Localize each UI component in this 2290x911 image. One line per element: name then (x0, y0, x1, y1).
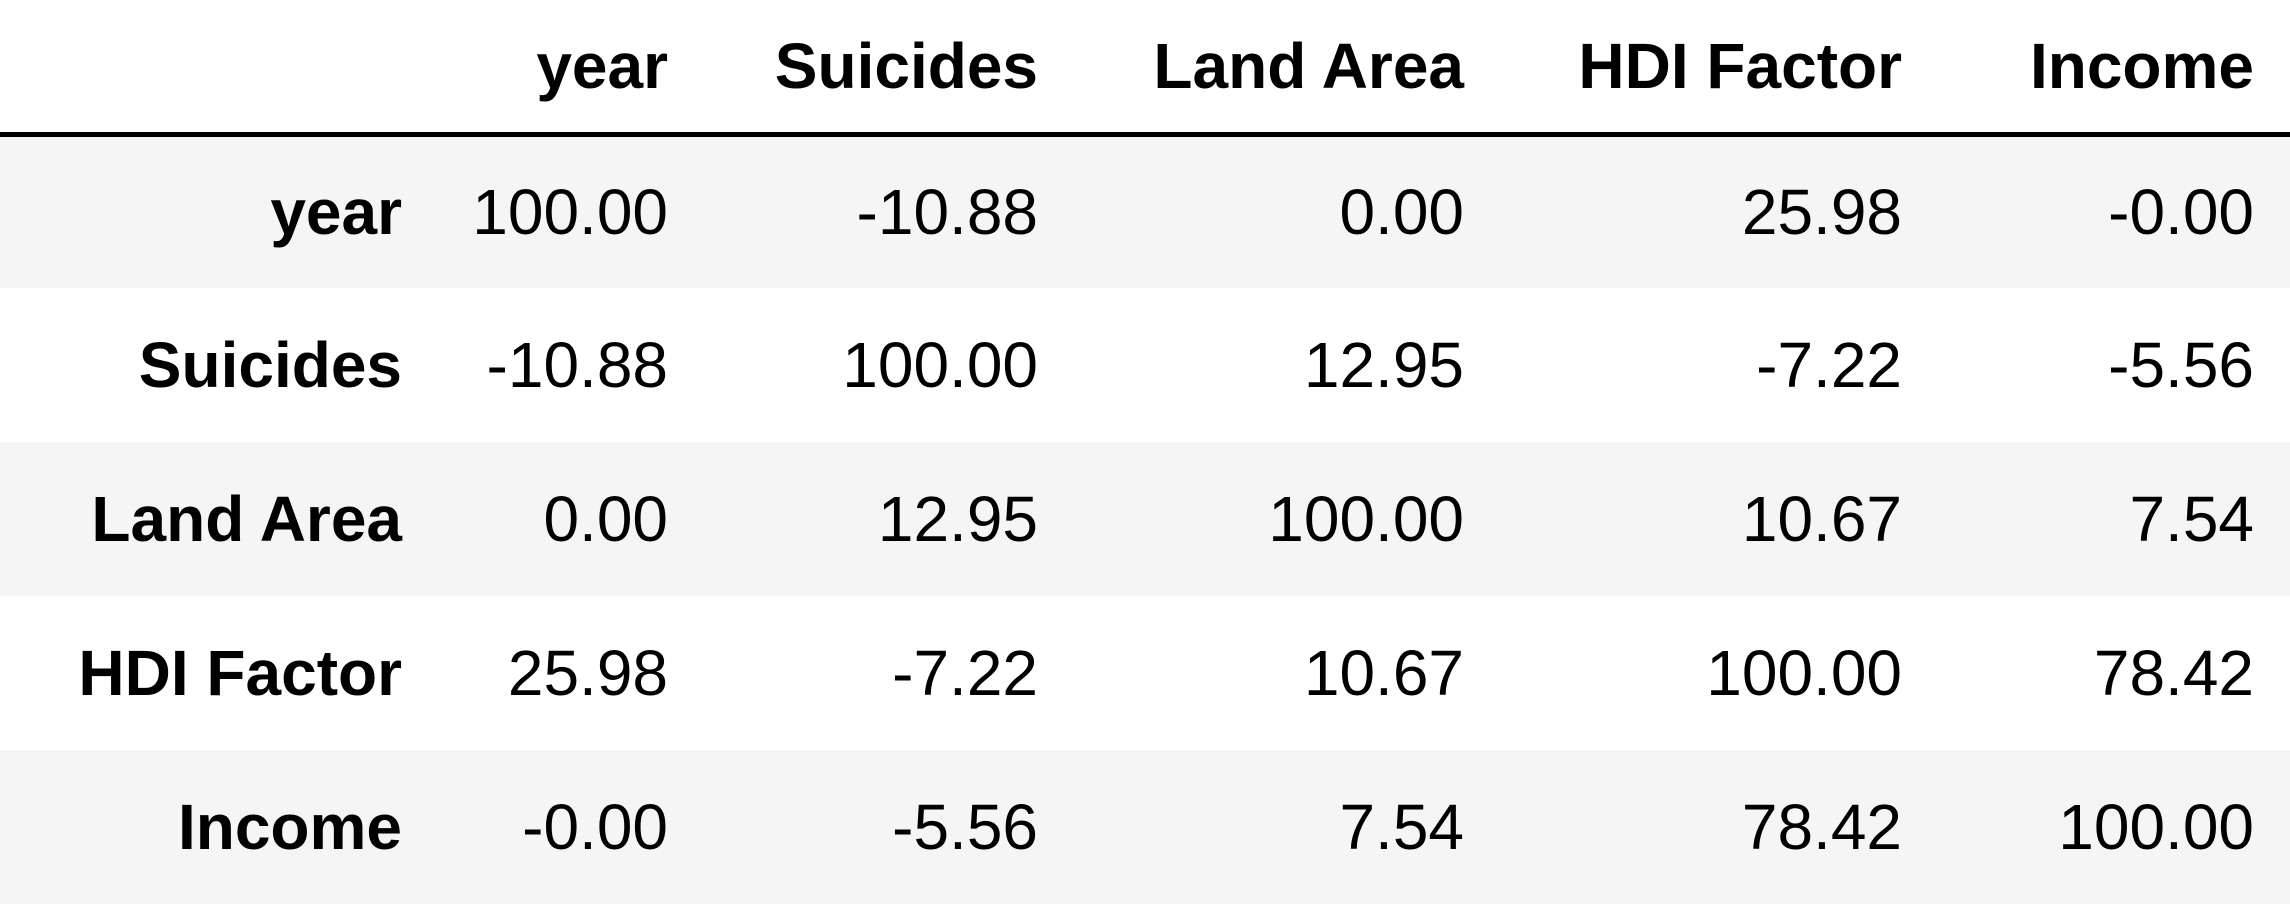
table-cell: -7.22 (892, 637, 1038, 709)
table-cell: 12.95 (1303, 329, 1464, 401)
row-header: Land Area (91, 483, 402, 555)
table-cell: -5.56 (2108, 329, 2254, 401)
column-header: year (408, 0, 702, 137)
row-header: Income (177, 791, 402, 863)
table-row: Income -0.00 -5.56 7.54 78.42 100.00 (0, 750, 2290, 904)
table-cell: 100.00 (842, 329, 1038, 401)
column-header: Land Area (1072, 0, 1498, 137)
table-cell: -5.56 (892, 791, 1038, 863)
table-cell: 100.00 (2058, 791, 2254, 863)
table-cell: -10.88 (856, 176, 1038, 249)
table-cell: 12.95 (877, 483, 1038, 555)
table-cell: 10.67 (1303, 637, 1464, 709)
column-header: HDI Factor (1498, 0, 1936, 137)
row-header: year (270, 176, 402, 249)
table-row: Suicides -10.88 100.00 12.95 -7.22 -5.56 (0, 288, 2290, 442)
table-cell: 7.54 (1339, 791, 1464, 863)
table-cell: 100.00 (1268, 483, 1464, 555)
table-cell: 25.98 (507, 637, 668, 709)
table-cell: -0.00 (2108, 176, 2254, 249)
table-cell: 78.42 (2093, 637, 2254, 709)
header-corner-cell (0, 0, 408, 137)
column-header: Income (1936, 0, 2290, 137)
table-cell: 0.00 (1339, 176, 1464, 249)
table-cell: 25.98 (1741, 176, 1902, 249)
table-cell: 100.00 (1706, 637, 1902, 709)
table-cell: -0.00 (522, 791, 668, 863)
table-cell: -7.22 (1756, 329, 1902, 401)
table-header: year Suicides Land Area HDI Factor Incom… (0, 0, 2290, 137)
table-cell: 100.00 (472, 176, 668, 249)
row-header: HDI Factor (78, 637, 402, 709)
header-row: year Suicides Land Area HDI Factor Incom… (0, 0, 2290, 137)
row-header: Suicides (138, 329, 402, 401)
table-row: Land Area 0.00 12.95 100.00 10.67 7.54 (0, 442, 2290, 596)
table-row: year 100.00 -10.88 0.00 25.98 -0.00 (0, 134, 2290, 288)
table-cell: 10.67 (1741, 483, 1902, 555)
column-header: Suicides (702, 0, 1072, 137)
table-cell: 78.42 (1741, 791, 1902, 863)
table-cell: 7.54 (2129, 483, 2254, 555)
table-row: HDI Factor 25.98 -7.22 10.67 100.00 78.4… (0, 596, 2290, 750)
table-cell: -10.88 (486, 329, 668, 401)
table-cell: 0.00 (543, 483, 668, 555)
table-body: year 100.00 -10.88 0.00 25.98 -0.00 Suic… (0, 134, 2290, 904)
